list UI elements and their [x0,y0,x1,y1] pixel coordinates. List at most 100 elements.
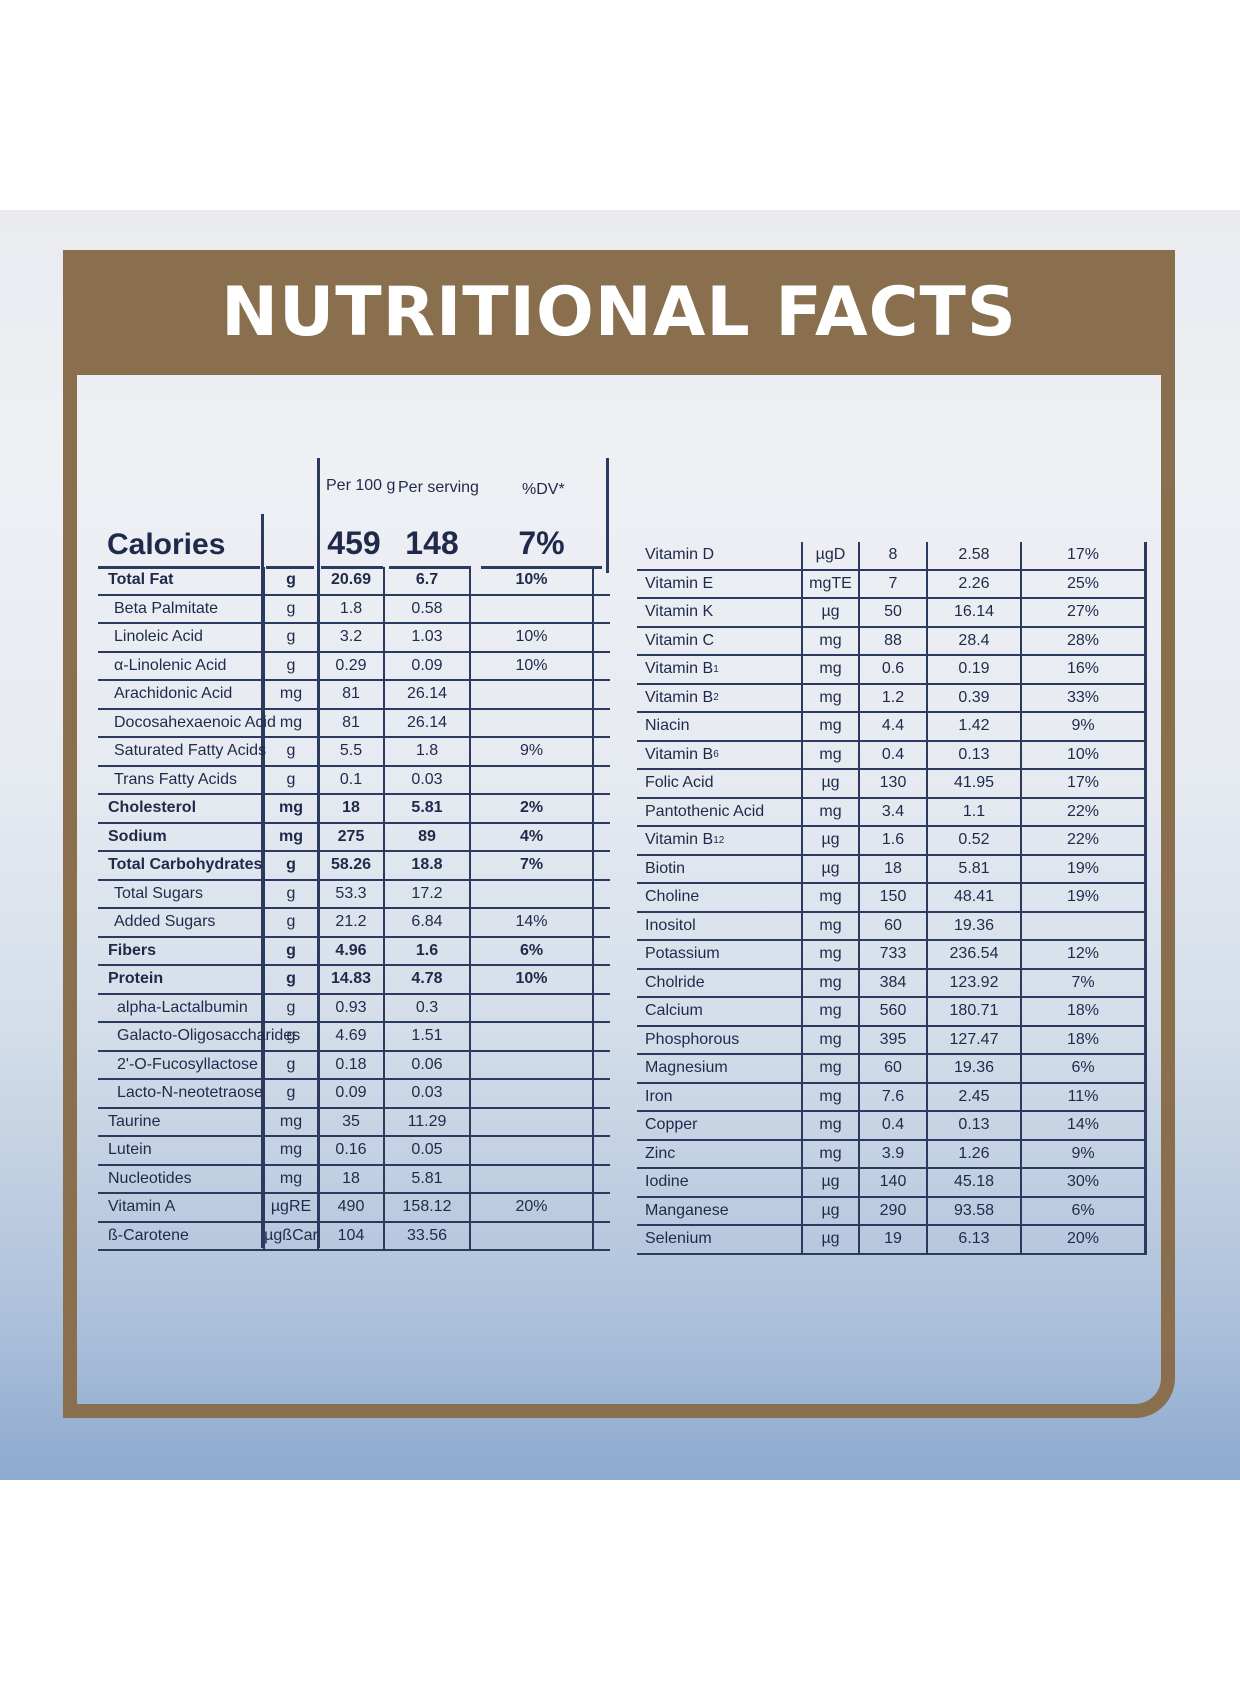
value-dv: 19% [1022,855,1147,882]
value-per-100g: 21.2 [319,909,385,936]
table-row: Lutein mg 0.16 0.05 [98,1137,610,1166]
nutrient-name: Protein [98,966,265,993]
value-per-serving: 0.19 [928,656,1022,683]
nutrient-name: Calcium [637,998,803,1025]
value-per-100g: 50 [860,599,928,626]
table-row: Vitamin B 12 µg 1.6 0.52 22% [637,827,1147,856]
value-per-serving: 0.03 [385,1080,471,1107]
value-per-100g: 4.4 [860,713,928,740]
header-dv: %DV* [522,481,565,498]
value-dv: 33% [1022,684,1147,711]
nutrient-name: Fibers [98,937,265,964]
nutrient-unit: mg [803,1055,860,1082]
value-per-100g: 395 [860,1026,928,1053]
value-per-100g: 104 [319,1222,385,1249]
nutrient-name: Vitamin D [637,542,803,569]
nutrient-unit: g [265,1080,319,1107]
facts-panel-frame [63,250,1175,1418]
nutrient-name-text: Biotin [645,859,686,877]
calories-per-100g: 459 [327,525,381,561]
nutrient-subscript: 12 [713,834,725,846]
value-dv: 22% [1022,798,1147,825]
value-dv [471,994,594,1021]
nutrient-name: Nucleotides [98,1165,265,1192]
value-per-100g: 150 [860,884,928,911]
value-per-100g: 8 [860,542,928,569]
table-row: Pantothenic Acid mg 3.4 1.1 22% [637,798,1147,827]
value-dv: 6% [1022,1055,1147,1082]
nutrient-unit: mg [265,681,319,708]
value-per-serving: 1.51 [385,1023,471,1050]
nutrient-name: Taurine [98,1108,265,1135]
value-dv: 11% [1022,1083,1147,1110]
value-per-100g: 3.9 [860,1140,928,1167]
nutrient-name: Added Sugars [98,909,265,936]
value-per-100g: 5.5 [319,738,385,765]
nutrient-unit: g [265,852,319,879]
value-per-100g: 7 [860,570,928,597]
value-per-100g: 733 [860,941,928,968]
table-row: Lacto-N-neotetraose g 0.09 0.03 [98,1080,610,1109]
nutrient-name: Total Carbohydrates [98,852,265,879]
table-row: α-Linolenic Acid g 0.29 0.09 10% [98,652,610,681]
value-dv: 30% [1022,1169,1147,1196]
value-dv [471,1023,594,1050]
calories-per-serving: 148 [405,525,459,561]
table-row: Inositol mg 60 19.36 [637,912,1147,941]
nutrient-name: Sodium [98,823,265,850]
value-per-100g: 18 [860,855,928,882]
nutrient-name-text: Vitamin C [645,631,715,649]
value-per-100g: 0.18 [319,1051,385,1078]
nutrient-name-text: Phosphorous [645,1030,740,1048]
value-per-100g: 140 [860,1169,928,1196]
nutrient-name: Total Fat [98,567,265,594]
table-row: Choline mg 150 48.41 19% [637,884,1147,913]
nutrient-unit: µg [803,827,860,854]
nutrient-name: Niacin [637,713,803,740]
nutrient-name-text: Magnesium [645,1059,728,1077]
value-per-100g: 490 [319,1194,385,1221]
nutrient-unit: mg [803,1083,860,1110]
value-per-100g: 3.2 [319,624,385,651]
value-dv: 6% [1022,1197,1147,1224]
nutrient-name: Docosahexaenoic Acid [98,709,276,736]
background-photo [0,210,1240,1480]
value-dv: 20% [471,1194,594,1221]
value-per-100g: 14.83 [319,966,385,993]
table-row: Folic Acid µg 130 41.95 17% [637,770,1147,799]
table-row: 2'-O-Fucosyllactose g 0.18 0.06 [98,1051,610,1080]
nutrient-unit: mg [265,795,319,822]
value-dv: 9% [1022,713,1147,740]
table-row: Cholride mg 384 123.92 7% [637,969,1147,998]
table-row: ß-Carotene µgßCar 104 33.56 [98,1222,610,1251]
nutrient-unit: mg [265,1108,319,1135]
value-dv: 10% [471,567,594,594]
value-per-serving: 26.14 [385,681,471,708]
nutrient-name: Magnesium [637,1055,803,1082]
calories-dv: 7% [518,525,565,561]
nutrient-name-text: Zinc [645,1144,676,1162]
value-dv: 10% [471,652,594,679]
nutrient-name: Potassium [637,941,803,968]
value-dv: 12% [1022,941,1147,968]
value-dv [471,681,594,708]
nutrient-name-text: Iodine [645,1173,689,1191]
value-dv [1022,912,1147,939]
value-per-serving: 45.18 [928,1169,1022,1196]
left-nutrient-table: Total Fat g 20.69 6.7 10% Beta Palmitate g 1.8 0… [98,455,610,1255]
value-dv [471,1051,594,1078]
table-row: Biotin µg 18 5.81 19% [637,855,1147,884]
nutrient-name: 2'-O-Fucosyllactose [98,1051,265,1078]
value-per-serving: 180.71 [928,998,1022,1025]
value-per-100g: 560 [860,998,928,1025]
value-per-serving: 26.14 [385,709,471,736]
nutrient-unit: mg [803,1140,860,1167]
value-per-100g: 0.16 [319,1137,385,1164]
value-per-serving: 93.58 [928,1197,1022,1224]
nutrient-subscript: 2 [713,692,719,704]
nutrient-subscript: 6 [713,749,719,761]
